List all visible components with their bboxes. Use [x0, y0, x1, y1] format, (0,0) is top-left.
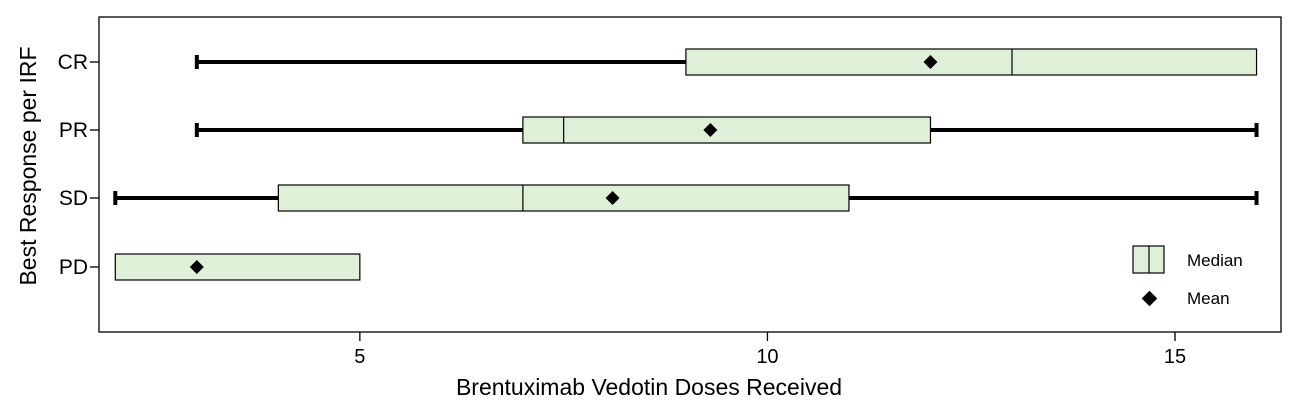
legend-mean-label: Mean — [1187, 289, 1230, 308]
y-axis-title: Best Response per IRF — [15, 46, 41, 285]
y-category-label: PD — [59, 256, 88, 279]
box-pd — [114, 253, 361, 281]
mean-marker — [189, 260, 204, 274]
chart-marks — [113, 48, 1259, 281]
mean-marker — [703, 123, 718, 137]
x-tick-label: 5 — [354, 346, 365, 368]
x-axis-title: Brentuximab Vedotin Doses Received — [456, 374, 842, 400]
box-pr — [194, 116, 1259, 144]
box-sd — [113, 184, 1259, 212]
mean-marker — [605, 191, 620, 205]
iqr-box — [114, 253, 361, 281]
chart-axes: 5 10 15 CR PR SD PD — [58, 51, 1186, 368]
legend-median-label: Median — [1187, 251, 1243, 270]
x-tick-label: 10 — [756, 346, 778, 368]
mean-marker — [923, 55, 938, 69]
iqr-box — [277, 184, 850, 212]
y-category-label: CR — [58, 51, 88, 74]
box-cr — [194, 48, 1258, 76]
x-tick-label: 15 — [1164, 346, 1186, 368]
y-category-label: PR — [59, 119, 88, 142]
iqr-box — [522, 116, 932, 144]
y-category-label: SD — [59, 187, 88, 210]
iqr-box — [685, 48, 1258, 76]
legend-mean-marker — [1141, 290, 1158, 307]
plot-frame — [98, 16, 1282, 333]
legend: Median Mean — [1132, 245, 1243, 308]
